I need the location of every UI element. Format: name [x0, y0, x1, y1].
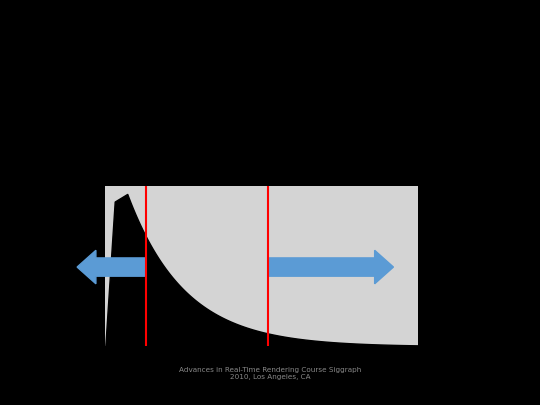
Text: Histogram renormalization: Histogram renormalization: [22, 11, 338, 30]
FancyArrow shape: [268, 250, 394, 284]
Text: •  Normalize color range before compression: • Normalize color range before compressi…: [22, 77, 366, 92]
Text: –  Rescale in shader: two more constants per texture: – Rescale in shader: two more constants …: [46, 126, 412, 140]
Text: –  Or premultiply with material color on CPU: – Or premultiply with material color on …: [46, 165, 352, 179]
Text: Advances in Real-Time Rendering Course Siggraph
2010, Los Angeles, CA: Advances in Real-Time Rendering Course S…: [179, 367, 361, 379]
FancyArrow shape: [77, 250, 146, 284]
